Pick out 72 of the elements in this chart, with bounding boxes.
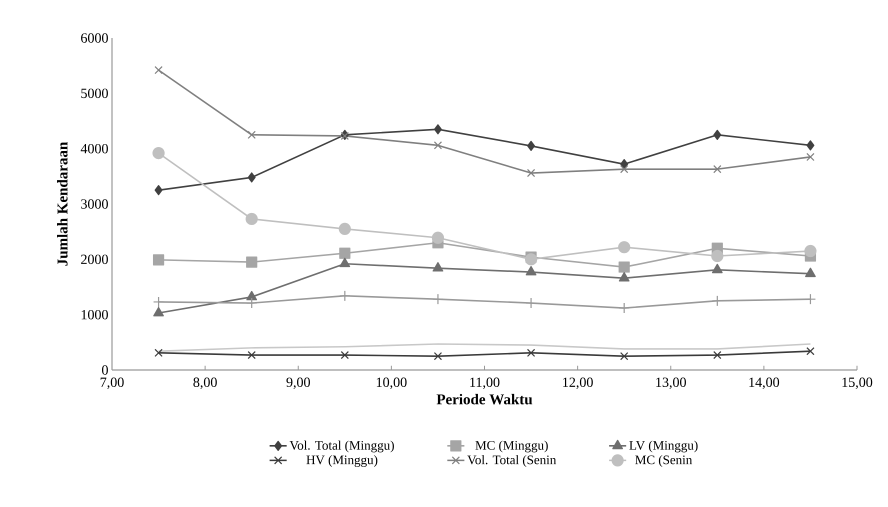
point: [339, 290, 350, 302]
x-tick-label: 8,00: [193, 378, 217, 389]
point: [246, 290, 258, 300]
x-tick-label: 9,00: [286, 378, 310, 389]
x-tick-label: 14,00: [749, 378, 780, 389]
y-axis-title: Jumlah Kendaraan: [57, 142, 68, 266]
point: [432, 232, 444, 244]
point: [154, 185, 163, 196]
point: [432, 262, 444, 272]
y-tick-label: 4000: [80, 144, 108, 154]
point: [434, 141, 442, 150]
x-axis-title: Periode Waktu: [436, 394, 532, 404]
legend-label: HV (Minggu): [306, 455, 378, 467]
y-tick-label: 1000: [82, 310, 108, 320]
y-tick-label: 6000: [81, 33, 108, 43]
point: [618, 241, 630, 254]
point: [248, 130, 256, 139]
x-tick-label: 13,00: [656, 378, 686, 389]
x-tick-label: 10,00: [376, 378, 407, 389]
y-tick-label: 5000: [81, 88, 108, 98]
point: [152, 254, 164, 266]
point: [153, 306, 164, 316]
point: [713, 165, 722, 174]
point: [806, 152, 815, 162]
point: [340, 350, 349, 360]
point: [620, 159, 628, 170]
point: [618, 302, 630, 314]
legend-label: Vol. Total (Minggu): [290, 440, 394, 452]
point: [805, 268, 816, 278]
x-tick-label: 12,00: [563, 378, 593, 389]
point: [434, 352, 442, 360]
legend-label: LV (Minggu): [629, 440, 698, 452]
point: [711, 250, 724, 262]
point: [339, 248, 350, 259]
x-tick-label: 7,00: [100, 378, 124, 389]
point: [246, 212, 258, 226]
point: [338, 222, 351, 235]
point: [712, 264, 723, 274]
point: [432, 294, 444, 305]
point: [246, 297, 258, 309]
point: [620, 352, 628, 360]
point: [248, 172, 256, 183]
point: [154, 348, 163, 357]
point: [248, 350, 256, 360]
x-tick-label: 15,00: [842, 378, 872, 389]
y-tick-label: 0: [102, 365, 108, 375]
legend-label: Vol. Total (Senin: [467, 455, 556, 467]
point: [526, 168, 536, 178]
point: [806, 347, 815, 356]
point: [526, 266, 536, 276]
point: [152, 296, 164, 308]
y-tick-label: 2000: [81, 254, 108, 264]
point: [246, 256, 258, 268]
line-series: [158, 343, 812, 352]
point: [713, 130, 722, 140]
point: [618, 272, 630, 282]
point: [618, 261, 630, 273]
point: [527, 140, 536, 151]
point: [524, 253, 538, 266]
point: [152, 146, 165, 160]
point: [806, 140, 814, 150]
x-tick-label: 11,00: [470, 378, 500, 389]
point: [154, 66, 163, 74]
point: [526, 348, 536, 357]
point: [434, 124, 442, 134]
point: [339, 258, 350, 268]
legend-label: MC (Minggu): [475, 440, 548, 452]
point: [804, 244, 817, 258]
y-tick-label: 3000: [81, 199, 108, 209]
point: [713, 350, 722, 360]
legend-label: MC (Senin: [635, 455, 692, 467]
point: [620, 165, 628, 174]
